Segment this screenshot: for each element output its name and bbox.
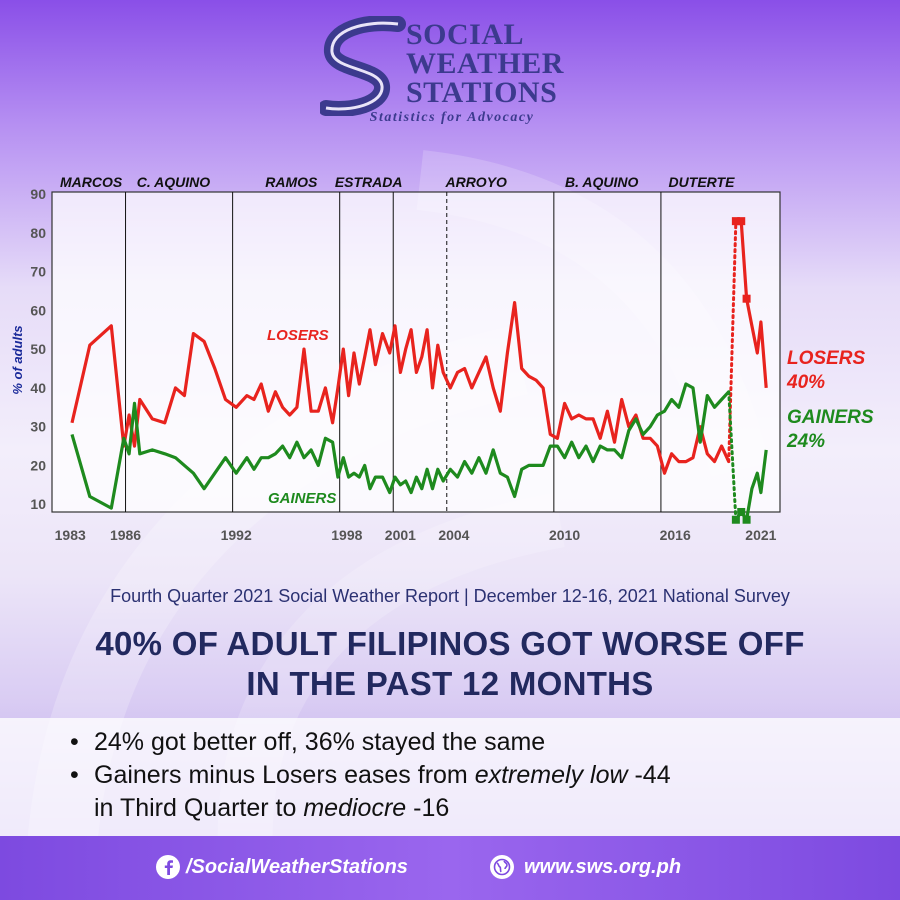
gainers-line [70,382,730,510]
logo-word-weather: WEATHER [406,47,564,80]
gainers-end-label: GAINERS [787,407,874,428]
losers-end-label: LOSERS [787,348,865,369]
x-tick-label: 2001 [385,527,416,543]
finding-1-text: 24% got better off, 36% stayed the same [94,728,546,756]
administration-label: ARROYO [444,174,507,190]
administration-labels: MARCOS C. AQUINO RAMOS ESTRADA ARROYO B. AQUI… [60,174,735,190]
x-axis-ticks: 1983 1986 1992 1998 2001 2004 2010 2016 2021 [55,527,777,543]
y-tick-label: 30 [30,419,46,435]
administration-label: ESTRADA [335,174,403,190]
x-tick-label: 2004 [438,527,469,543]
losers-dotted-jump [727,219,738,464]
website-link[interactable]: www.sws.org.ph [490,855,681,879]
x-tick-label: 1992 [221,527,252,543]
finding-2-emphasis-b: mediocre [303,794,407,822]
y-tick-label: 50 [30,341,46,357]
logo-word-social: SOCIAL [406,18,525,51]
facebook-link[interactable]: /SocialWeatherStations [156,855,408,879]
administration-label: MARCOS [60,174,123,190]
logo-word-stations: STATIONS [406,76,558,109]
plot-area [51,191,781,513]
y-axis-ticks: 10 20 30 40 50 60 70 80 90 [30,186,46,512]
globe-icon [490,855,514,879]
gainers-marker [731,515,740,524]
administration-label: DUTERTE [669,174,736,190]
administration-label: RAMOS [265,174,318,190]
administration-label: B. AQUINO [565,174,638,190]
report-subtitle: Fourth Quarter 2021 Social Weather Repor… [110,586,790,606]
x-tick-label: 1983 [55,527,86,543]
y-tick-label: 80 [30,225,46,241]
finding-2-text-c: in Third Quarter to [94,794,304,822]
sws-logo: SOCIAL WEATHER STATIONS Statistics for A… [320,14,590,134]
gainers-end-value: 24% [786,431,825,452]
losers-marker [731,217,740,226]
facebook-icon [156,855,180,879]
finding-2-emphasis-a: extremely low [474,761,628,789]
facebook-handle: /SocialWeatherStations [186,855,408,878]
losers-line [70,301,731,475]
headline: 40% OF ADULT FILIPINOS GOT WORSE OFF IN … [0,624,900,704]
finding-2: Gainers minus Losers eases from extremel… [70,759,870,825]
finding-2-text-b: -44 [627,761,671,789]
y-tick-label: 70 [30,264,46,280]
y-tick-label: 40 [30,380,46,396]
losers-marker [742,294,751,303]
administration-label: C. AQUINO [137,174,210,190]
y-tick-label: 60 [30,302,46,318]
headline-line-1: 40% OF ADULT FILIPINOS GOT WORSE OFF [95,625,805,662]
footer-bar [0,836,900,900]
finding-2-text-a: Gainers minus Losers eases from [94,761,475,789]
finding-2-text-d: -16 [406,794,450,822]
series-lines [70,217,768,524]
finding-1: 24% got better off, 36% stayed the same [70,726,870,759]
losers-inline-label: LOSERS [267,327,329,344]
gainers-dotted-jump [727,390,738,522]
logo-wordmark: SOCIAL WEATHER STATIONS [406,18,564,109]
headline-line-2: IN THE PAST 12 MONTHS [246,665,654,702]
losers-marker [737,217,746,226]
key-findings-list: 24% got better off, 36% stayed the same … [70,726,870,825]
losers-end-value: 40% [786,372,825,393]
y-tick-label: 90 [30,186,46,202]
gainers-marker [737,507,746,516]
logo-tagline: Statistics for Advocacy [369,110,535,125]
website-url: www.sws.org.ph [524,855,682,878]
x-tick-label: 2016 [660,527,691,543]
x-tick-label: 2010 [549,527,580,543]
y-tick-label: 10 [30,496,46,512]
x-tick-label: 2021 [745,527,776,543]
x-tick-label: 1986 [110,527,141,543]
gainers-marker [742,515,751,524]
x-tick-label: 1998 [331,527,362,543]
gainers-inline-label: GAINERS [268,490,336,507]
y-tick-label: 20 [30,457,46,473]
sws-logo-mark [320,16,406,116]
trend-chart: MARCOS C. AQUINO RAMOS ESTRADA ARROYO B. AQUI… [10,174,874,543]
y-axis-label: % of adults [10,325,25,394]
